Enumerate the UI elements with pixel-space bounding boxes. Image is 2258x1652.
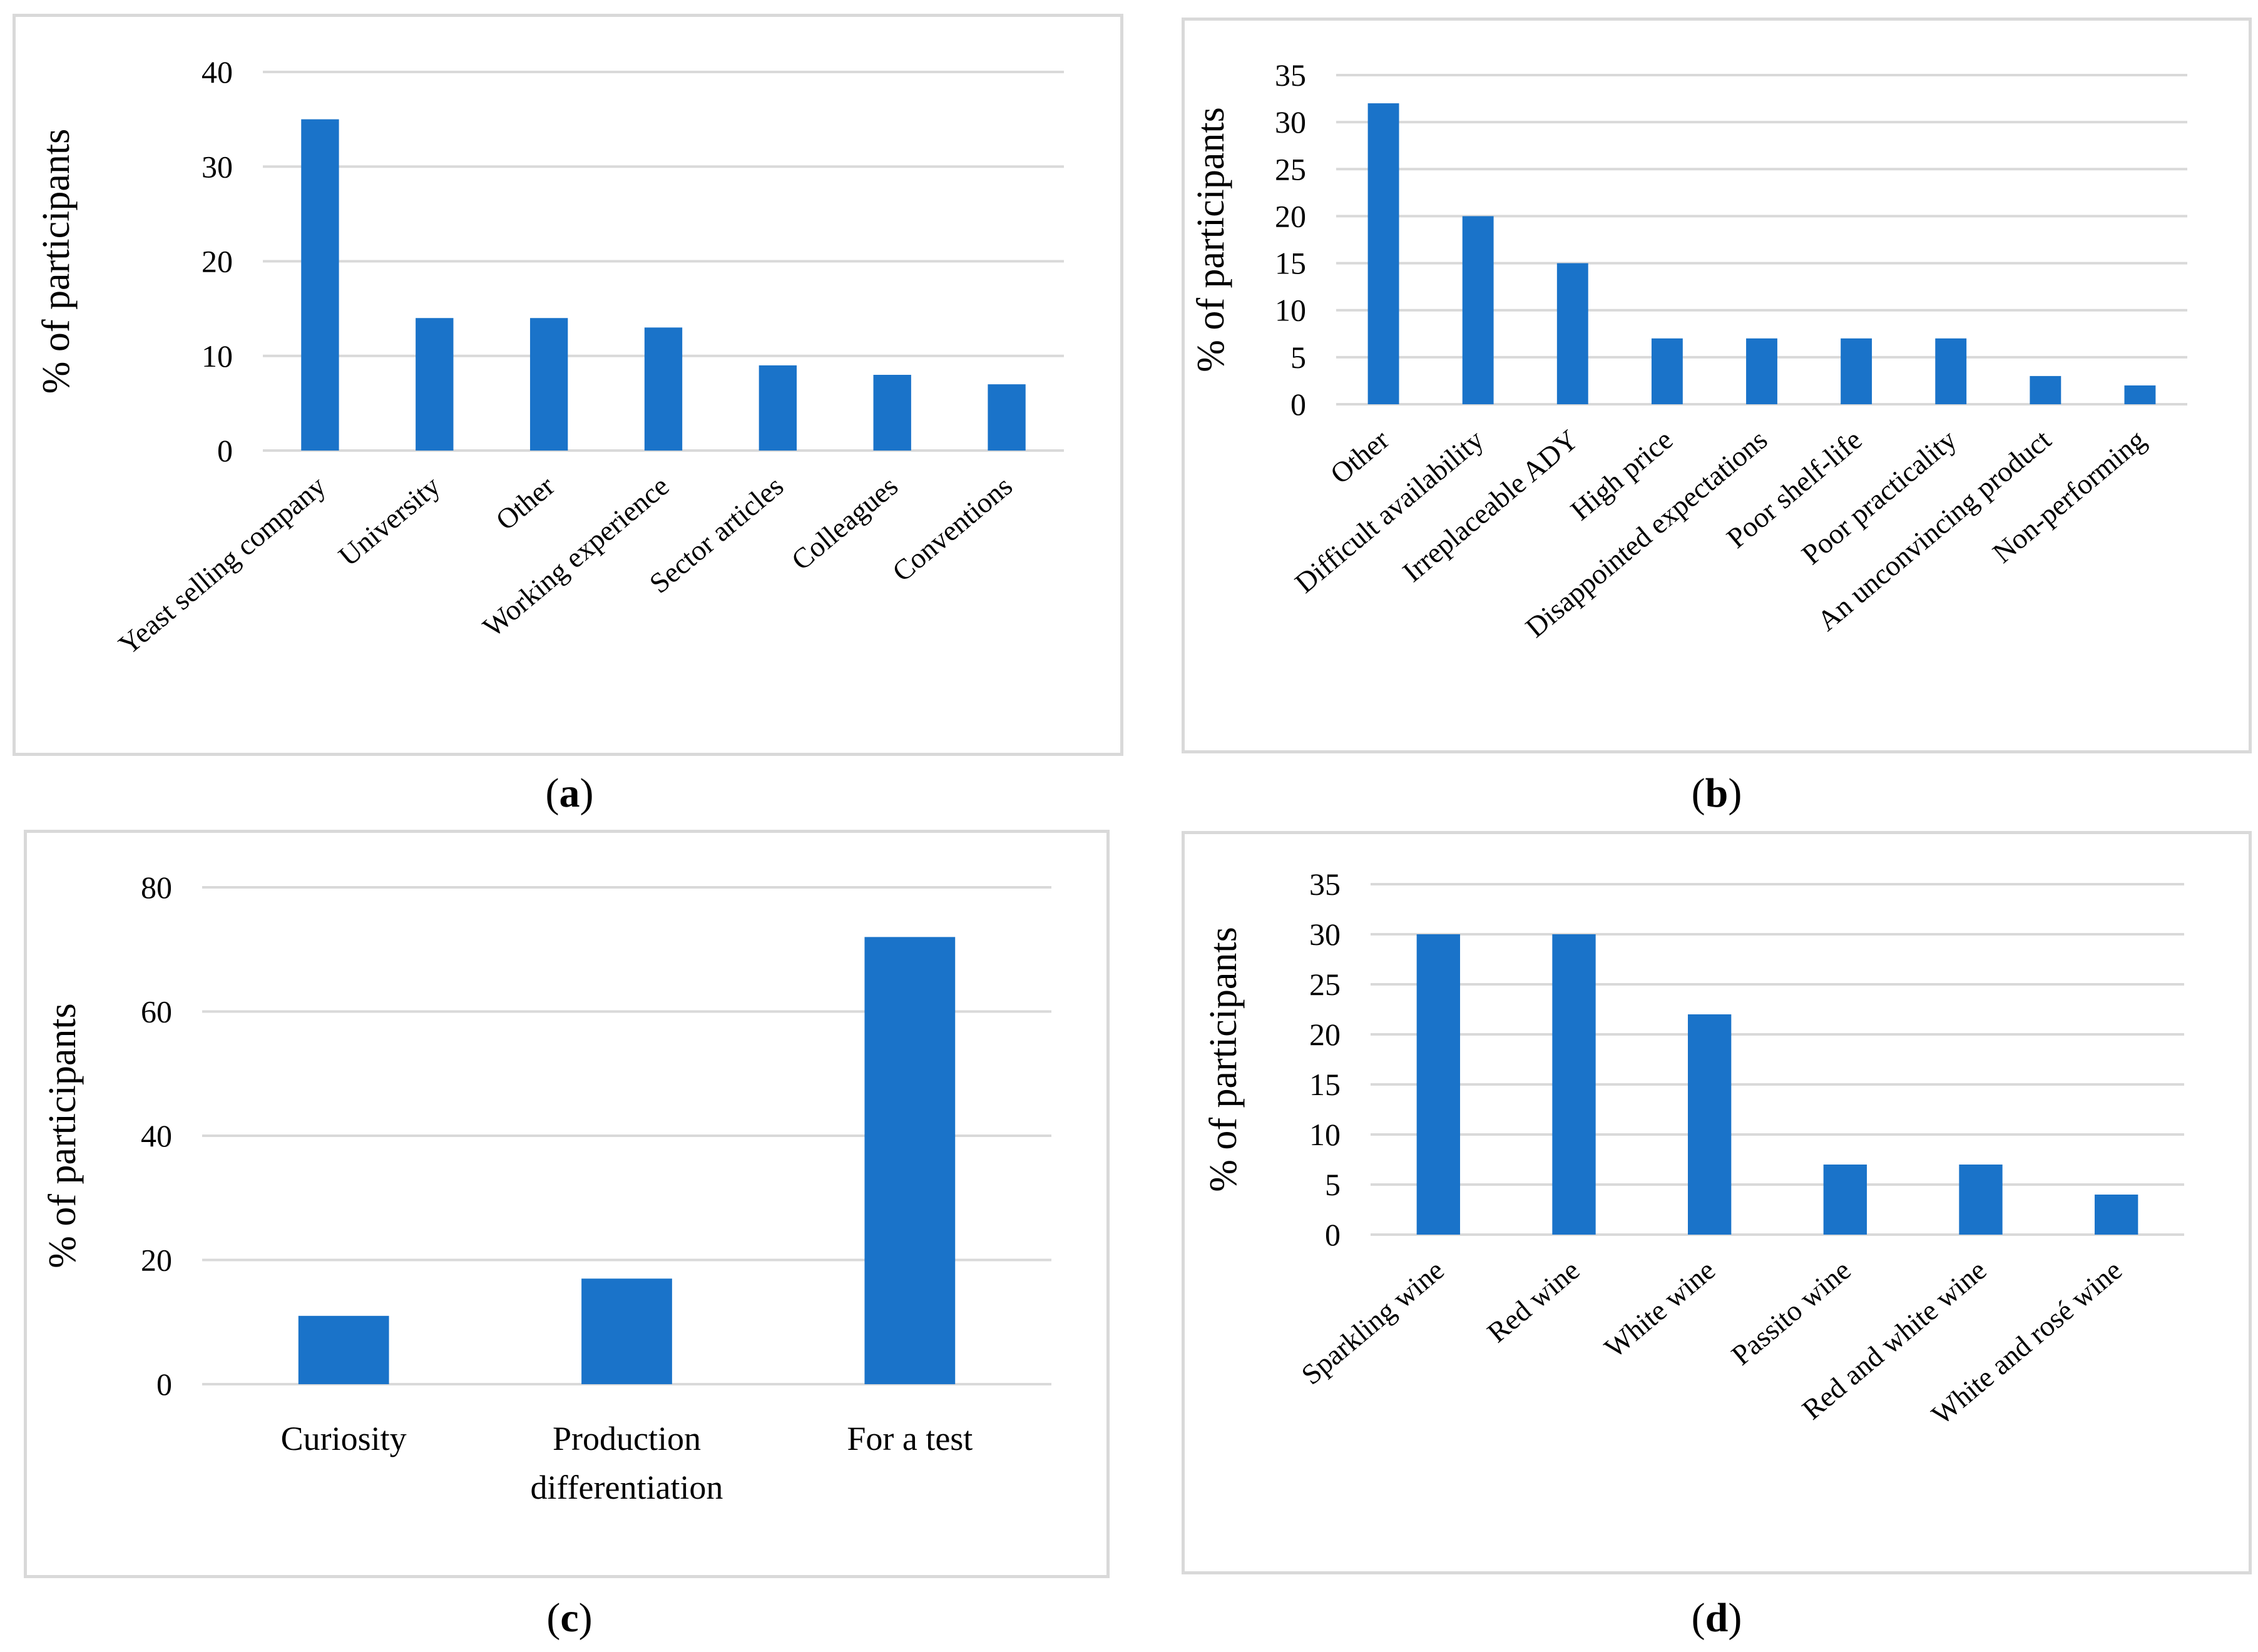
chart-frame-a bbox=[13, 14, 1123, 756]
bar-white-wine bbox=[1688, 1014, 1732, 1235]
bar-red-wine bbox=[1552, 934, 1596, 1235]
y-tick-label-20: 20 bbox=[202, 244, 233, 279]
y-tick-label-35: 35 bbox=[1275, 58, 1306, 93]
y-tick-label-30: 30 bbox=[1309, 917, 1341, 952]
panel-label-c: (c) bbox=[546, 1595, 593, 1641]
y-tick-label-20: 20 bbox=[1309, 1017, 1341, 1052]
y-tick-label-40: 40 bbox=[202, 54, 233, 89]
x-category-label-red-wine: Red wine bbox=[1481, 1254, 1586, 1349]
y-tick-label-10: 10 bbox=[1309, 1117, 1341, 1152]
y-tick-label-20: 20 bbox=[1275, 198, 1306, 233]
panel-label-a: (a) bbox=[545, 770, 594, 816]
y-tick-label-15: 15 bbox=[1275, 246, 1306, 281]
x-category-label-passito-wine: Passito wine bbox=[1725, 1254, 1857, 1372]
bar-passito-wine bbox=[1823, 1165, 1867, 1235]
y-tick-label-5: 5 bbox=[1325, 1167, 1341, 1202]
y-tick-label-25: 25 bbox=[1275, 151, 1306, 186]
y-tick-label-15: 15 bbox=[1309, 1067, 1341, 1102]
bar-white-and-ros-wine bbox=[2095, 1195, 2138, 1235]
x-category-label-production-differentiation: Production differentiation bbox=[531, 1420, 723, 1506]
x-category-label-white-wine: White wine bbox=[1598, 1254, 1721, 1364]
bar-an-unconvincing-product bbox=[2030, 375, 2061, 404]
y-tick-label-30: 30 bbox=[202, 149, 233, 184]
y-tick-label-25: 25 bbox=[1309, 967, 1341, 1002]
bar-other bbox=[1367, 103, 1399, 405]
bar-curiosity bbox=[298, 1315, 389, 1384]
bar-sector-articles bbox=[759, 365, 797, 451]
y-tick-label-0: 0 bbox=[1325, 1217, 1341, 1252]
chart-frame-b bbox=[1182, 18, 2252, 753]
bar-conventions bbox=[988, 384, 1026, 451]
bar-working-experience bbox=[644, 327, 683, 451]
bar-sparkling-wine bbox=[1416, 934, 1460, 1235]
bar-high-price bbox=[1651, 338, 1683, 404]
panel-label-b: (b) bbox=[1691, 770, 1742, 816]
bar-disappointed-expectations bbox=[1746, 338, 1777, 404]
x-category-label-sparkling-wine: Sparkling wine bbox=[1295, 1254, 1450, 1391]
bar-poor-shelf-life bbox=[1841, 338, 1872, 404]
y-tick-label-0: 0 bbox=[156, 1367, 172, 1402]
y-tick-label-5: 5 bbox=[1290, 340, 1306, 375]
y-tick-label-0: 0 bbox=[1290, 387, 1306, 422]
y-axis-title: % of participants bbox=[1190, 107, 1232, 372]
bar-university bbox=[416, 318, 454, 451]
bar-yeast-selling-company bbox=[301, 119, 339, 451]
y-tick-label-30: 30 bbox=[1275, 105, 1306, 140]
bar-irreplaceable-ady bbox=[1556, 263, 1588, 404]
bar-red-and-white-wine bbox=[1959, 1165, 2003, 1235]
y-axis-title: % of participants bbox=[41, 1003, 84, 1268]
bar-other bbox=[529, 318, 568, 451]
x-category-label-for-a-test: For a test bbox=[847, 1420, 973, 1457]
y-tick-label-0: 0 bbox=[217, 433, 233, 468]
bar-production-differentiation bbox=[581, 1278, 672, 1384]
panel-label-d: (d) bbox=[1691, 1595, 1742, 1641]
bar-non-performing bbox=[2124, 385, 2156, 404]
y-axis-title: % of participants bbox=[1202, 927, 1245, 1192]
bar-for-a-test bbox=[864, 937, 956, 1384]
y-tick-label-80: 80 bbox=[141, 870, 172, 905]
y-tick-label-40: 40 bbox=[141, 1118, 172, 1153]
bar-poor-practicality bbox=[1935, 338, 1967, 404]
y-axis-title: % of participants bbox=[35, 129, 78, 394]
bar-difficult-availability bbox=[1462, 216, 1494, 404]
y-tick-label-35: 35 bbox=[1309, 867, 1341, 902]
y-tick-label-60: 60 bbox=[141, 994, 172, 1029]
bar-colleagues bbox=[873, 375, 911, 451]
x-category-label-curiosity: Curiosity bbox=[281, 1420, 407, 1457]
y-tick-label-10: 10 bbox=[202, 339, 233, 374]
y-tick-label-20: 20 bbox=[141, 1243, 172, 1278]
y-tick-label-10: 10 bbox=[1275, 293, 1306, 328]
